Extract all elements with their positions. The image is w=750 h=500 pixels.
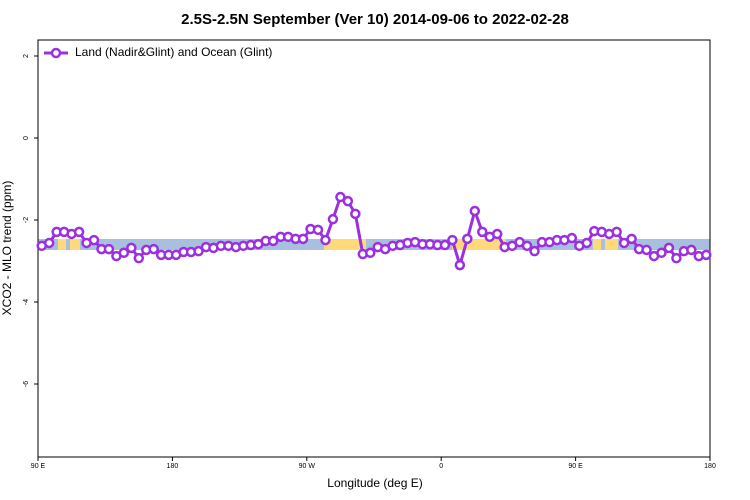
point <box>342 195 354 207</box>
x-tick-label: 0 <box>439 463 443 470</box>
legend-label: Land (Nadir&Glint) and Ocean (Glint) <box>75 45 272 59</box>
point <box>335 191 346 203</box>
point <box>447 234 458 246</box>
point <box>439 239 451 251</box>
x-axis-label: Longitude (deg E) <box>327 476 422 490</box>
y-tick-label: -4 <box>23 299 30 305</box>
point <box>312 224 324 236</box>
point <box>491 228 503 240</box>
y-tick-label: -6 <box>23 381 30 387</box>
point <box>671 252 682 264</box>
point <box>529 245 540 257</box>
point <box>133 252 145 264</box>
point <box>454 259 466 271</box>
point <box>656 247 667 259</box>
point <box>566 232 578 244</box>
legend-marker <box>50 47 62 59</box>
point <box>626 233 637 245</box>
point <box>350 208 361 220</box>
point <box>365 247 376 259</box>
x-tick-label: 180 <box>167 463 179 470</box>
x-tick-label: 90 E <box>31 463 46 470</box>
point <box>103 243 115 255</box>
point <box>297 233 309 245</box>
point <box>701 249 712 261</box>
point <box>148 243 159 255</box>
y-axis-label: XCO2 - MLO trend (ppm) <box>0 181 14 316</box>
x-tick-label: 180 <box>704 463 716 470</box>
point <box>320 234 331 246</box>
point <box>663 242 675 254</box>
y-tick-label: 0 <box>23 136 30 140</box>
point <box>126 242 137 254</box>
point <box>618 237 630 249</box>
y-tick-label: -2 <box>23 217 30 223</box>
chart-title: 2.5S-2.5N September (Ver 10) 2014-09-06 … <box>181 11 569 28</box>
point <box>462 233 473 245</box>
point <box>118 247 130 259</box>
point <box>88 234 100 246</box>
point <box>686 244 697 256</box>
point <box>327 213 339 225</box>
point <box>521 240 533 252</box>
point <box>193 245 204 257</box>
point <box>469 205 481 217</box>
point <box>73 226 85 238</box>
x-tick-label: 90 E <box>568 463 583 470</box>
point <box>581 237 593 249</box>
point <box>43 237 55 249</box>
point <box>641 244 652 256</box>
point <box>611 226 622 238</box>
point <box>267 235 279 247</box>
x-tick-label: 90 W <box>299 463 316 470</box>
y-tick-label: 2 <box>23 54 30 58</box>
point <box>477 226 488 238</box>
